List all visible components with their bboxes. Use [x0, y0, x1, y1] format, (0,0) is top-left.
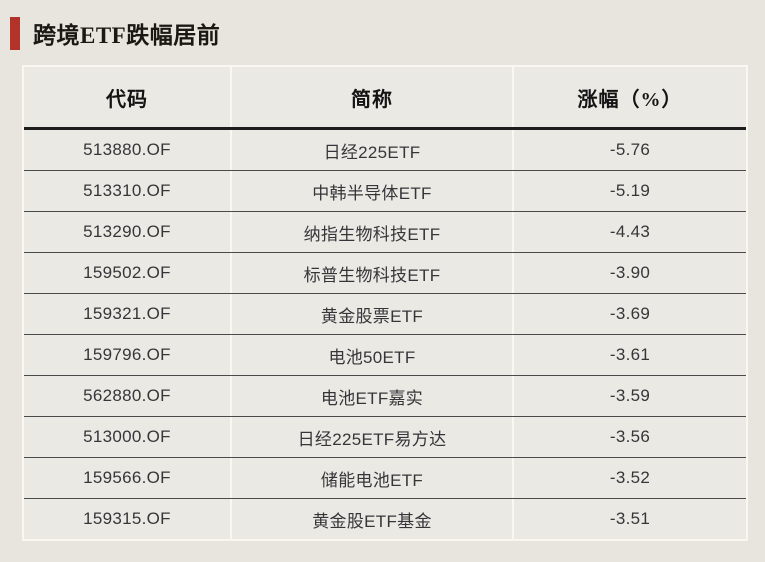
cell-change: -4.43: [512, 212, 746, 252]
table-row: 513000.OF 日经225ETF易方达 -3.56: [24, 416, 746, 457]
cell-name: 日经225ETF易方达: [230, 417, 512, 457]
cell-change: -5.19: [512, 171, 746, 211]
cell-name: 黄金股票ETF: [230, 294, 512, 334]
table-header-row: 代码 简称 涨幅（%）: [24, 67, 746, 130]
cell-name: 黄金股ETF基金: [230, 499, 512, 539]
cell-change: -3.90: [512, 253, 746, 293]
cell-code: 159502.OF: [83, 263, 171, 282]
column-header-change: 涨幅（%）: [512, 67, 746, 127]
table-row: 159566.OF 储能电池ETF -3.52: [24, 457, 746, 498]
cell-name: 电池ETF嘉实: [230, 376, 512, 416]
table-row: 159321.OF 黄金股票ETF -3.69: [24, 293, 746, 334]
section-header: 跨境ETF跌幅居前: [0, 0, 765, 51]
cell-code: 513290.OF: [83, 222, 171, 241]
cell-name: 日经225ETF: [230, 130, 512, 170]
cell-code: 513310.OF: [83, 181, 171, 200]
cell-name: 纳指生物科技ETF: [230, 212, 512, 252]
page-title: 跨境ETF跌幅居前: [33, 23, 221, 48]
accent-bar: [10, 16, 20, 50]
table-row: 159796.OF 电池50ETF -3.61: [24, 334, 746, 375]
cell-change: -3.51: [512, 499, 746, 539]
table-body: 513880.OF 日经225ETF -5.76 513310.OF 中韩半导体…: [24, 130, 746, 539]
cell-change: -3.59: [512, 376, 746, 416]
column-header-name: 简称: [230, 67, 512, 127]
table-row: 513880.OF 日经225ETF -5.76: [24, 130, 746, 170]
table-row: 159315.OF 黄金股ETF基金 -3.51: [24, 498, 746, 539]
cell-code: 159566.OF: [83, 468, 171, 487]
cell-name: 标普生物科技ETF: [230, 253, 512, 293]
cell-code: 159315.OF: [83, 509, 171, 528]
column-header-code: 代码: [106, 88, 148, 111]
page: 跨境ETF跌幅居前 代码 简称 涨幅（%） 513880.OF 日经225ETF…: [0, 0, 765, 541]
table-row: 562880.OF 电池ETF嘉实 -3.59: [24, 375, 746, 416]
cell-code: 513880.OF: [83, 140, 171, 159]
table-row: 513310.OF 中韩半导体ETF -5.19: [24, 170, 746, 211]
cell-code: 159796.OF: [83, 345, 171, 364]
cell-change: -3.69: [512, 294, 746, 334]
cell-code: 513000.OF: [83, 427, 171, 446]
cell-name: 中韩半导体ETF: [230, 171, 512, 211]
cell-change: -3.61: [512, 335, 746, 375]
cell-name: 储能电池ETF: [230, 458, 512, 498]
etf-decline-table: 代码 简称 涨幅（%） 513880.OF 日经225ETF -5.76 513…: [22, 65, 748, 541]
cell-name: 电池50ETF: [230, 335, 512, 375]
table-row: 159502.OF 标普生物科技ETF -3.90: [24, 252, 746, 293]
cell-code: 562880.OF: [83, 386, 171, 405]
table-row: 513290.OF 纳指生物科技ETF -4.43: [24, 211, 746, 252]
cell-change: -3.56: [512, 417, 746, 457]
cell-change: -5.76: [512, 130, 746, 170]
cell-change: -3.52: [512, 458, 746, 498]
cell-code: 159321.OF: [83, 304, 171, 323]
